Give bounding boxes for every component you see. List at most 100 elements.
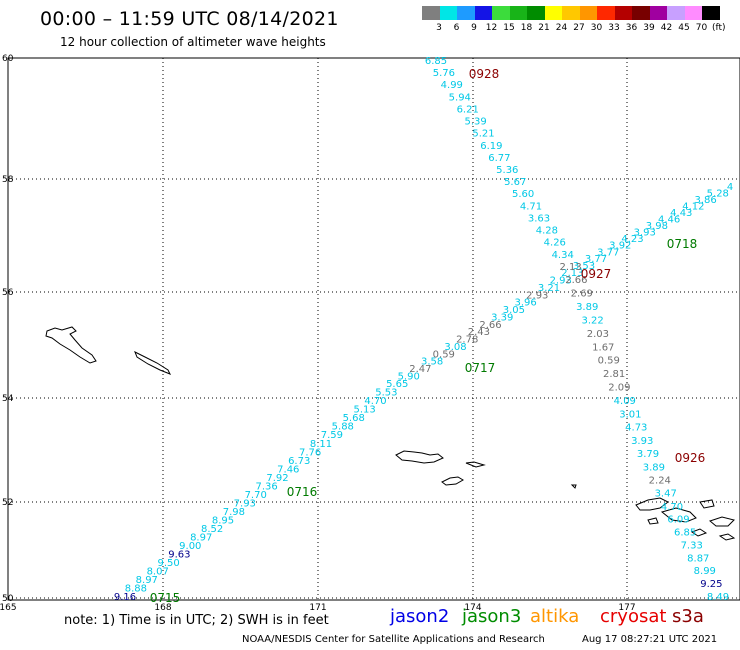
scale-tick-label: 9 <box>471 23 477 33</box>
wave-height-label: 5.68 <box>343 413 365 424</box>
pass-time-label: 0715 <box>150 591 181 605</box>
wave-height-label: 9.16 <box>114 592 136 603</box>
scale-swatch <box>422 6 440 20</box>
wave-height-label: 7.33 <box>681 540 703 551</box>
wave-height-label: 3.79 <box>637 449 659 460</box>
wave-height-label: 3.92 <box>609 241 631 252</box>
lat-tick-label: 58 <box>2 175 14 185</box>
wave-height-label: 2.03 <box>587 329 609 340</box>
wave-height-label: 2.43 <box>468 327 490 338</box>
lon-tick-label: 171 <box>309 603 326 613</box>
scale-tick-label: 15 <box>503 23 515 33</box>
wave-height-label: 5.36 <box>496 165 518 176</box>
scale-swatch <box>439 6 457 20</box>
scale-tick-label: 39 <box>643 23 655 33</box>
wave-height-label: 3.05 <box>503 305 525 316</box>
wave-height-label: 4.28 <box>536 226 558 237</box>
pass-time-label: 0716 <box>287 485 318 499</box>
footer-note: note: 1) Time is in UTC; 2) SWH is in fe… <box>64 613 329 628</box>
satellite-track-southeast: 6.855.764.995.946.215.395.216.196.775.36… <box>425 56 729 603</box>
wave-height-label: 7.36 <box>255 481 277 492</box>
scale-tick-label: 36 <box>625 23 638 33</box>
island-pribilof-st-paul <box>395 450 444 464</box>
wave-height-label: 1.67 <box>592 342 614 353</box>
lat-tick-label: 50 <box>2 594 14 604</box>
wave-height-label: 5.28 <box>707 189 729 200</box>
wave-height-label: 6.85 <box>425 56 447 67</box>
lon-tick-label: 174 <box>464 603 481 613</box>
lon-tick-label: 165 <box>0 603 17 613</box>
lat-tick-label: 60 <box>2 54 14 64</box>
wave-height-label: 7.46 <box>277 464 299 475</box>
wave-height-label: 3.21 <box>538 283 560 294</box>
scale-tick-label: 6 <box>453 23 460 33</box>
lon-tick-label: 168 <box>154 603 171 613</box>
scale-swatch <box>474 6 492 20</box>
wave-height-label: 9.63 <box>168 549 190 560</box>
wave-height-label: 2.09 <box>608 383 630 394</box>
wave-height-label: 5.94 <box>449 92 471 103</box>
wave-height-label: 4.99 <box>441 80 463 91</box>
pass-time-label: 0718 <box>667 237 698 251</box>
island-aleutian-d <box>708 516 735 527</box>
scale-tick-label: 12 <box>485 23 498 33</box>
wave-height-label: 7.98 <box>223 507 245 518</box>
scale-tick-label: 27 <box>573 23 585 33</box>
scale-tick-label: 33 <box>608 23 620 33</box>
wave-height-label: 4.12 <box>682 202 704 213</box>
lat-tick-label: 56 <box>2 288 14 298</box>
scale-tick-label: 30 <box>590 23 603 33</box>
wave-height-label: 8.99 <box>694 566 716 577</box>
pass-time-label: 0927 <box>581 267 612 281</box>
wave-height-label: 8.95 <box>212 515 234 526</box>
wave-height-label: 8.11 <box>310 439 332 450</box>
wave-height-label: 4.34 <box>552 250 574 261</box>
scale-unit: (ft) <box>712 23 726 33</box>
island-aleutian-f <box>718 533 736 541</box>
island-st-matthew <box>45 326 97 364</box>
map-frame <box>7 57 740 601</box>
wave-height-label: 4.43 <box>670 208 692 219</box>
wave-height-label: 3.89 <box>643 462 665 473</box>
legend-jason2: jason2 <box>390 606 450 627</box>
wave-height-label: 3.47 <box>655 489 677 500</box>
track-time-labels: 0928 0927 0926 0718 0717 0716 0715 <box>150 67 706 605</box>
island-pribilof-st-george <box>441 476 464 486</box>
wave-height-label: 7.92 <box>266 473 288 484</box>
wave-height-label: 4.70 <box>364 396 386 407</box>
wave-height-label: 3.63 <box>528 214 550 225</box>
lon-tick-label: 177 <box>618 603 635 613</box>
scale-swatch <box>544 6 562 20</box>
scale-tick-label: 3 <box>436 23 442 33</box>
wave-height-label: 2.66 <box>479 320 501 331</box>
wave-height-label: 6.73 <box>288 456 310 467</box>
wave-height-label: 8.07 <box>147 567 169 578</box>
wave-height-label: 4.46 <box>658 215 680 226</box>
wave-height-label: 8.52 <box>201 524 223 535</box>
wave-height-label: 7.70 <box>245 490 267 501</box>
map-border <box>7 57 740 601</box>
wave-height-label: 2.24 <box>649 476 671 487</box>
wave-height-label: 6.19 <box>480 141 502 152</box>
lat-tick-label: 54 <box>2 394 14 404</box>
wave-height-label: 0.59 <box>598 356 620 367</box>
wave-height-label: 0.59 <box>433 349 455 360</box>
wave-height-label: 2.93 <box>526 290 548 301</box>
wave-height-label: 3.93 <box>634 228 656 239</box>
island-aleutian-a <box>635 497 669 511</box>
wave-height-label: 5.65 <box>386 379 408 390</box>
island-aleutian-c <box>699 499 715 509</box>
wave-height-label: 8.88 <box>125 584 147 595</box>
wave-height-label: 7.93 <box>234 498 256 509</box>
wave-height-label: 3.77 <box>597 247 619 258</box>
credit-line: NOAA/NESDIS Center for Satellite Applica… <box>242 634 545 645</box>
wave-height-label: 2.47 <box>409 364 431 375</box>
wave-height-label: 2.13 <box>561 268 583 279</box>
wave-height-label: 5.53 <box>375 388 397 399</box>
wave-height-label: 6.85 <box>674 528 696 539</box>
wave-height-label: 8.97 <box>136 575 158 586</box>
wave-height-label: 3.01 <box>619 409 641 420</box>
wave-height-label: 5.13 <box>353 405 375 416</box>
